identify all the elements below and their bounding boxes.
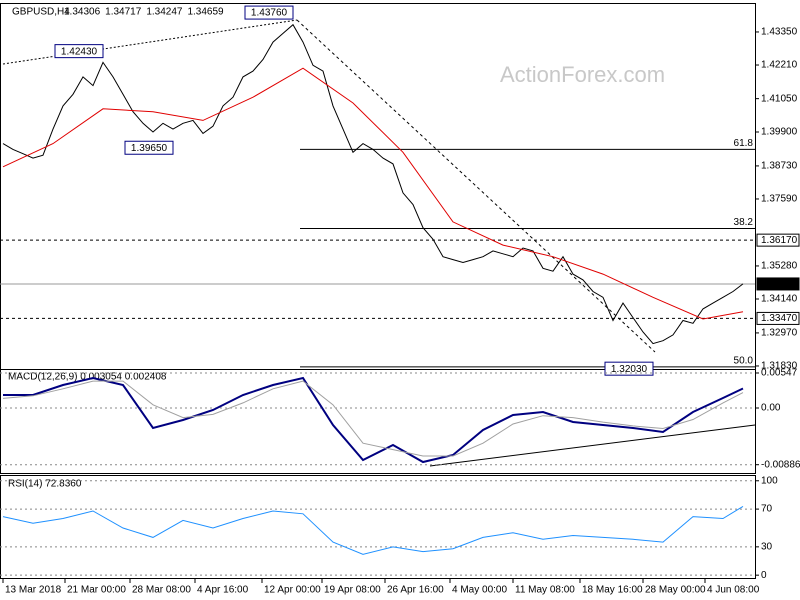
series-line <box>2 67 744 320</box>
macd-frame <box>0 369 756 474</box>
x-tick-label: 13 Mar 2018 <box>5 585 62 596</box>
annotation-label: 1.32030 <box>611 364 648 375</box>
y-tick-label: 1.39900 <box>761 127 798 138</box>
y-tick-label: 1.41050 <box>761 93 798 104</box>
y-tick-label: 1.34140 <box>761 294 798 305</box>
y-tick-label: 70 <box>761 504 773 515</box>
header-value: 1.34717 <box>105 7 142 18</box>
fib-label: 61.8 <box>734 138 754 149</box>
y-tick-label: 1.43350 <box>761 27 798 38</box>
annotation-label: 1.43760 <box>251 8 288 19</box>
annotation-box <box>54 44 104 59</box>
y-tick-label: 1.37590 <box>761 194 798 205</box>
fib-label: 38.2 <box>734 217 754 228</box>
series-line <box>2 23 744 345</box>
x-tick-label: 4 Apr 16:00 <box>197 585 249 596</box>
level-label: 1.33470 <box>761 313 798 324</box>
x-tick-label: 21 Mar 00:00 <box>67 585 126 596</box>
rsi-frame <box>0 475 756 579</box>
watermark: ActionForex.com <box>500 62 665 87</box>
header-value: 1.34247 <box>146 7 183 18</box>
level-box <box>756 233 800 247</box>
y-tick-label: -0.00886 <box>761 459 800 470</box>
y-tick-label: 30 <box>761 541 773 552</box>
fib-label: 50.0 <box>734 355 754 366</box>
y-tick-label: 100 <box>761 475 778 486</box>
y-tick-label: 0.00 <box>761 403 781 414</box>
series-line <box>3 376 744 464</box>
panel-frames <box>0 3 756 579</box>
rsi-title: RSI(14) 72.8360 <box>8 479 82 490</box>
chart-title: GBPUSD,H4 <box>12 7 70 18</box>
trend-line <box>2 19 298 65</box>
level-box <box>756 311 800 325</box>
annotation-box <box>124 140 174 155</box>
header-value: 1.34306 <box>64 7 101 18</box>
x-tick-label: 26 Apr 16:00 <box>387 585 444 596</box>
x-tick-label: 28 May 00:00 <box>645 585 706 596</box>
annotation-label: 1.42430 <box>61 46 98 57</box>
y-tick-label: 0 <box>761 570 767 581</box>
y-tick-label: 1.31830 <box>761 361 798 372</box>
series-line <box>2 505 744 555</box>
x-tick-label: 18 May 16:00 <box>582 585 643 596</box>
x-tick-label: 4 May 00:00 <box>452 585 507 596</box>
x-tick-label: 11 May 08:00 <box>515 585 575 596</box>
x-tick-label: 4 Jun 08:00 <box>707 585 760 596</box>
x-tick-label: 28 Mar 08:00 <box>132 585 191 596</box>
y-tick-label: 1.38730 <box>761 161 798 172</box>
x-tick-label: 19 Apr 08:00 <box>324 585 381 596</box>
annotation-box <box>244 5 294 20</box>
level-label: 1.36170 <box>761 235 798 246</box>
level-box <box>756 277 800 291</box>
y-tick-label: 1.35280 <box>761 261 798 272</box>
level-label: 1.34659 <box>761 279 798 290</box>
header-value: 1.34659 <box>187 7 224 18</box>
macd-trend-line <box>429 424 756 467</box>
x-tick-label: 12 Apr 00:00 <box>264 585 321 596</box>
macd-title: MACD(12,26,9) 0.003054 0.002408 <box>8 372 167 383</box>
y-tick-label: 1.32970 <box>761 328 798 339</box>
y-tick-label: 1.42210 <box>761 60 798 71</box>
annotation-box <box>604 361 654 376</box>
y-tick-label: 0.00547 <box>761 368 798 379</box>
series-line <box>2 380 744 457</box>
annotation-label: 1.39650 <box>131 143 168 154</box>
